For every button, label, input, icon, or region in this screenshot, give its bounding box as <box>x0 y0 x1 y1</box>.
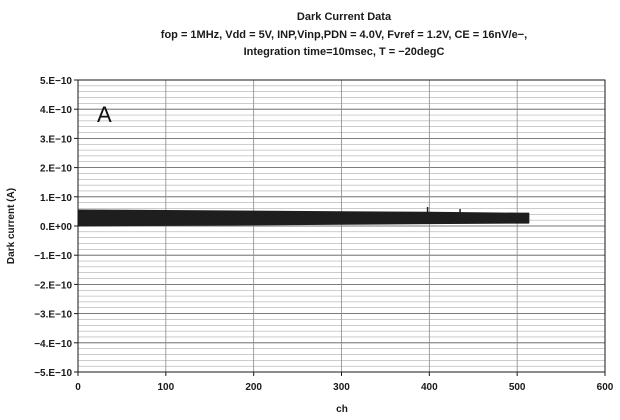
y-axis-ticks: 5.E−10 4.E−10 3.E−10 2.E−10 1.E−10 0.E+00 −1.E… <box>34 76 78 379</box>
y-tick-label: 3.E−10 <box>40 134 72 145</box>
chart-title: Dark Current Data <box>297 11 392 23</box>
x-tick-label: 0 <box>75 382 81 393</box>
x-axis-label: ch <box>336 404 348 415</box>
plot-area: 0 100 200 300 400 500 600 5.E−10 4.E−10 3.E−10 2.… <box>34 76 614 393</box>
y-axis-label: Dark current (A) <box>6 188 17 264</box>
x-tick-label: 600 <box>597 382 614 393</box>
x-tick-label: 400 <box>421 382 438 393</box>
x-tick-label: 500 <box>509 382 526 393</box>
y-tick-label: −4.E−10 <box>34 339 72 350</box>
data-layer <box>77 207 530 227</box>
y-tick-label: −2.E−10 <box>34 280 72 291</box>
x-tick-label: 300 <box>333 382 350 393</box>
y-tick-label: −1.E−10 <box>34 251 72 262</box>
chart-subtitle-line-2: Integration time=10msec, T = −20degC <box>244 46 445 58</box>
x-axis-ticks: 0 100 200 300 400 500 600 <box>75 372 614 393</box>
y-tick-label: 5.E−10 <box>40 76 72 87</box>
y-tick-label: −3.E−10 <box>34 310 72 321</box>
x-tick-label: 100 <box>157 382 174 393</box>
y-tick-label: 0.E+00 <box>40 222 72 233</box>
chart-subtitle-line-1: fop = 1MHz, Vdd = 5V, INP,Vinp,PDN = 4.0… <box>161 29 527 41</box>
y-tick-label: 4.E−10 <box>40 105 72 116</box>
panel-label: A <box>97 102 112 127</box>
y-tick-label: 2.E−10 <box>40 164 72 175</box>
x-tick-label: 200 <box>245 382 262 393</box>
data-series-band <box>77 209 530 227</box>
y-tick-label: −5.E−10 <box>34 368 72 379</box>
y-tick-label: 1.E−10 <box>40 193 72 204</box>
